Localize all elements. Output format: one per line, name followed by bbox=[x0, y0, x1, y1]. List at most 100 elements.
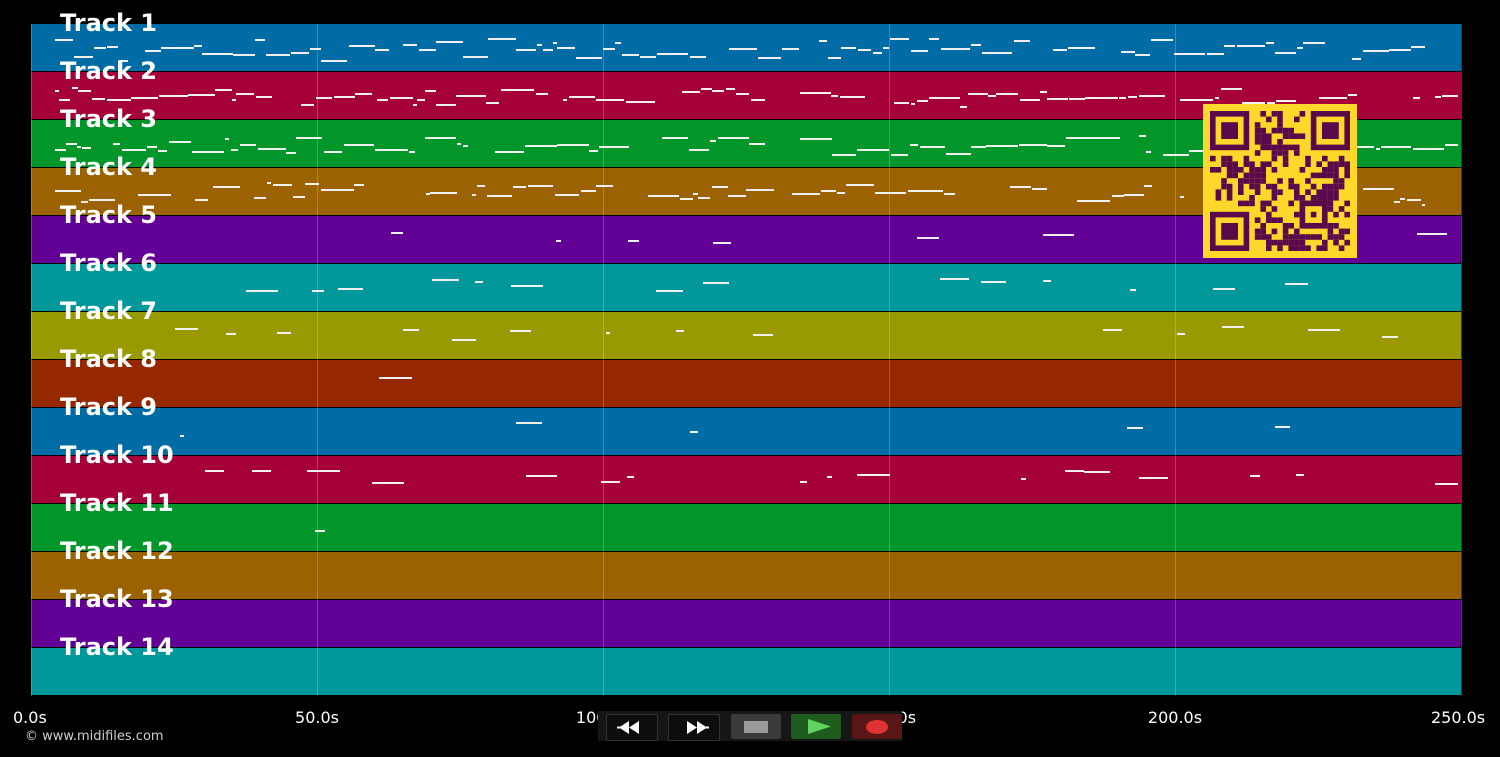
note-mark bbox=[173, 141, 191, 143]
track-lane-9[interactable] bbox=[31, 408, 1461, 455]
note-mark bbox=[1020, 99, 1040, 101]
stop-button[interactable] bbox=[731, 714, 781, 739]
note-mark bbox=[890, 38, 909, 40]
note-mark bbox=[701, 88, 712, 90]
note-mark bbox=[1068, 47, 1095, 49]
note-mark bbox=[626, 101, 655, 103]
note-mark bbox=[375, 149, 408, 151]
track-lane-12[interactable] bbox=[31, 552, 1461, 599]
note-mark bbox=[676, 330, 684, 332]
note-mark bbox=[307, 470, 340, 472]
note-mark bbox=[55, 90, 59, 92]
note-mark bbox=[800, 92, 831, 94]
note-mark bbox=[1128, 96, 1137, 98]
track-lane-13[interactable] bbox=[31, 600, 1461, 647]
note-mark bbox=[78, 90, 91, 92]
note-mark bbox=[1077, 200, 1110, 202]
note-mark bbox=[419, 49, 436, 51]
note-mark bbox=[161, 47, 194, 49]
track-lane-6[interactable] bbox=[31, 264, 1461, 311]
record-button[interactable] bbox=[852, 714, 902, 739]
track-lane-11[interactable] bbox=[31, 504, 1461, 551]
note-mark bbox=[277, 332, 291, 334]
note-mark bbox=[690, 56, 706, 58]
note-mark bbox=[1413, 97, 1420, 99]
note-mark bbox=[225, 138, 229, 140]
note-mark bbox=[1135, 54, 1150, 56]
note-mark bbox=[1043, 234, 1074, 236]
note-mark bbox=[929, 97, 960, 99]
note-mark bbox=[236, 93, 254, 95]
note-mark bbox=[751, 99, 765, 101]
note-mark bbox=[315, 530, 325, 532]
note-mark bbox=[1014, 40, 1030, 42]
note-mark bbox=[77, 146, 81, 148]
note-mark bbox=[968, 93, 988, 95]
grid-line bbox=[31, 24, 32, 696]
rewind-button[interactable] bbox=[606, 714, 658, 741]
note-mark bbox=[403, 329, 419, 331]
note-mark bbox=[996, 93, 1018, 95]
note-mark bbox=[656, 290, 683, 292]
note-mark bbox=[563, 99, 567, 101]
track-label: Track 13 bbox=[60, 585, 174, 613]
note-mark bbox=[486, 102, 499, 104]
track-lane-7[interactable] bbox=[31, 312, 1461, 359]
note-mark bbox=[615, 42, 621, 44]
note-mark bbox=[728, 195, 746, 197]
note-mark bbox=[1221, 88, 1242, 90]
note-mark bbox=[556, 240, 561, 242]
note-mark bbox=[1296, 474, 1304, 476]
note-mark bbox=[1121, 51, 1135, 53]
track-label: Track 4 bbox=[60, 153, 158, 181]
note-mark bbox=[240, 144, 256, 146]
note-mark bbox=[690, 431, 698, 433]
note-mark bbox=[305, 183, 319, 185]
note-mark bbox=[1130, 289, 1136, 291]
note-mark bbox=[119, 60, 128, 62]
note-mark bbox=[205, 470, 224, 472]
note-mark bbox=[873, 52, 882, 54]
note-mark bbox=[883, 47, 889, 49]
note-mark bbox=[680, 198, 693, 200]
note-mark bbox=[640, 56, 656, 58]
note-mark bbox=[1382, 336, 1398, 338]
note-mark bbox=[606, 332, 610, 334]
track-label: Track 6 bbox=[60, 249, 158, 277]
note-mark bbox=[1119, 97, 1126, 99]
note-mark bbox=[1151, 39, 1173, 41]
note-mark bbox=[1010, 186, 1031, 188]
note-mark bbox=[180, 435, 184, 437]
note-mark bbox=[693, 193, 698, 195]
note-mark bbox=[940, 278, 969, 280]
note-mark bbox=[689, 149, 709, 151]
track-lane-8[interactable] bbox=[31, 360, 1461, 407]
track-lane-1[interactable] bbox=[31, 24, 1461, 71]
qr-code-icon[interactable] bbox=[1203, 104, 1357, 258]
note-mark bbox=[971, 146, 986, 148]
note-mark bbox=[536, 93, 548, 95]
track-lane-14[interactable] bbox=[31, 648, 1461, 695]
note-mark bbox=[1389, 49, 1411, 51]
note-mark bbox=[1417, 233, 1447, 235]
note-mark bbox=[908, 190, 931, 192]
note-mark bbox=[1174, 53, 1205, 55]
note-mark bbox=[375, 49, 389, 51]
note-mark bbox=[266, 54, 290, 56]
note-mark bbox=[231, 149, 238, 151]
note-mark bbox=[159, 95, 188, 97]
note-mark bbox=[107, 46, 118, 48]
note-mark bbox=[463, 145, 468, 147]
note-mark bbox=[516, 422, 542, 424]
play-icon bbox=[808, 719, 831, 734]
note-mark bbox=[113, 143, 120, 145]
note-mark bbox=[1127, 427, 1143, 429]
note-mark bbox=[213, 186, 240, 188]
fast-forward-button[interactable] bbox=[668, 714, 720, 741]
note-mark bbox=[581, 190, 596, 192]
track-lane-10[interactable] bbox=[31, 456, 1461, 503]
note-mark bbox=[982, 52, 1012, 54]
note-mark bbox=[736, 93, 749, 95]
play-button[interactable] bbox=[791, 714, 841, 739]
note-mark bbox=[1445, 144, 1458, 146]
